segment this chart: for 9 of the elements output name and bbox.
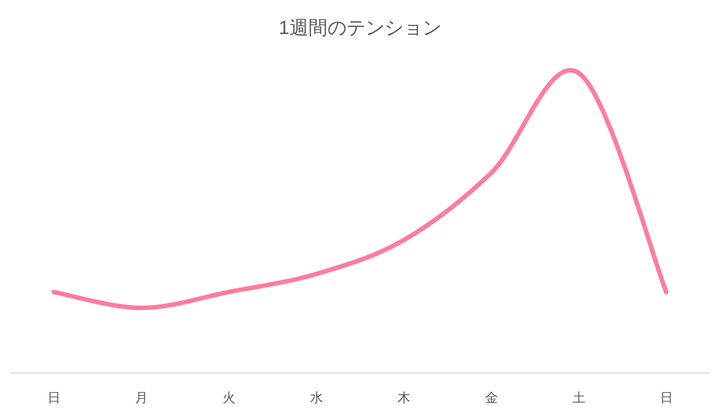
x-tick-label: 木	[397, 390, 410, 405]
chart-title: 1週間のテンション	[278, 18, 442, 39]
x-tick-label: 金	[484, 390, 498, 405]
x-tick-label: 火	[222, 390, 236, 405]
x-tick-label: 水	[310, 390, 323, 405]
x-tick-label: 土	[572, 390, 586, 405]
x-tick-label: 日	[47, 390, 60, 405]
x-tick-label: 月	[134, 390, 148, 405]
x-tick-label: 日	[660, 390, 673, 405]
